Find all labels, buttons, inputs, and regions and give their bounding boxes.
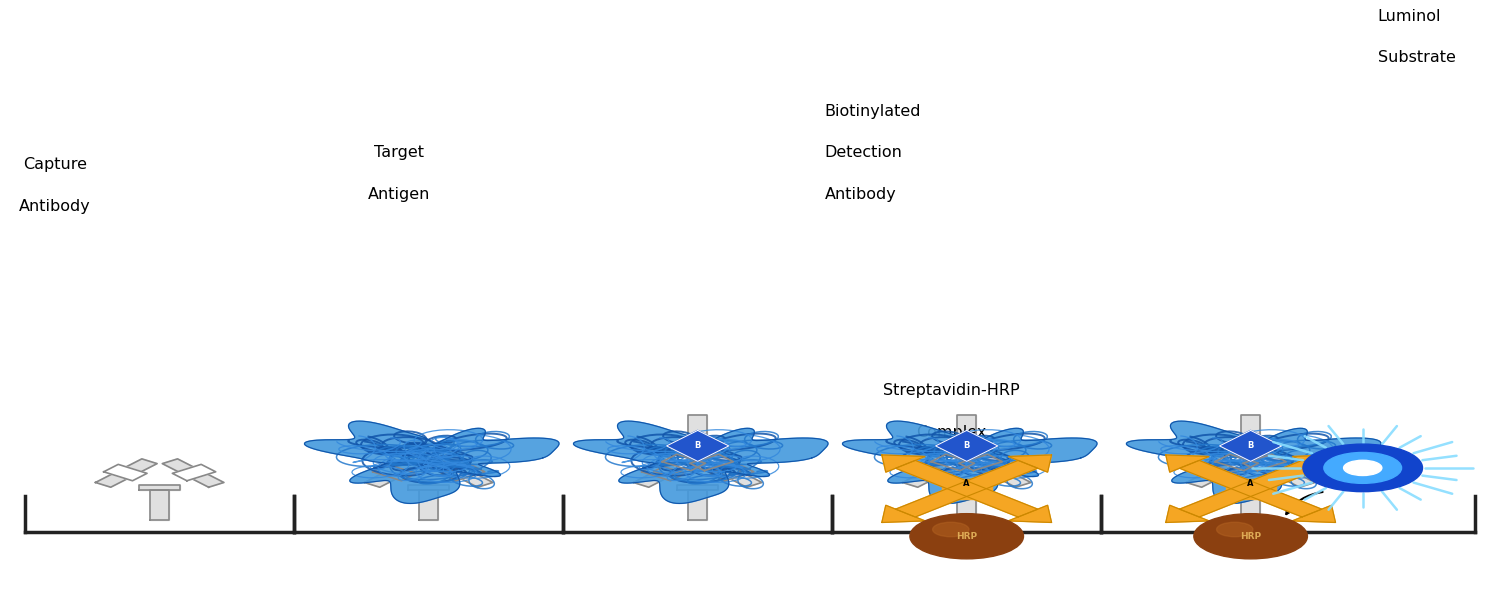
Polygon shape	[1179, 460, 1322, 517]
Polygon shape	[896, 460, 1038, 517]
Circle shape	[1216, 522, 1252, 537]
Polygon shape	[654, 448, 716, 476]
Polygon shape	[910, 464, 954, 481]
Circle shape	[1344, 460, 1382, 476]
Polygon shape	[96, 459, 158, 487]
Polygon shape	[882, 505, 926, 523]
Polygon shape	[700, 459, 762, 487]
Polygon shape	[1126, 421, 1382, 503]
Polygon shape	[1166, 455, 1209, 472]
Polygon shape	[1179, 460, 1322, 517]
Polygon shape	[957, 490, 976, 520]
Polygon shape	[304, 421, 560, 503]
Text: B: B	[1248, 442, 1254, 451]
Polygon shape	[882, 455, 926, 472]
Polygon shape	[372, 464, 416, 481]
Polygon shape	[1293, 505, 1335, 523]
Polygon shape	[1215, 454, 1258, 470]
Polygon shape	[419, 490, 438, 520]
Polygon shape	[1263, 464, 1306, 481]
Polygon shape	[1008, 505, 1052, 523]
Text: Biotinylated: Biotinylated	[825, 104, 921, 119]
Polygon shape	[1220, 430, 1281, 461]
Polygon shape	[958, 454, 1002, 470]
Polygon shape	[172, 464, 216, 481]
Circle shape	[1324, 452, 1401, 484]
Polygon shape	[1293, 455, 1335, 472]
Circle shape	[910, 514, 1023, 559]
Text: HRP: HRP	[956, 532, 978, 541]
Polygon shape	[662, 454, 705, 470]
Polygon shape	[1240, 490, 1260, 520]
Text: Capture: Capture	[22, 157, 87, 172]
Polygon shape	[1240, 415, 1260, 445]
Text: Antibody: Antibody	[825, 187, 897, 202]
Polygon shape	[1230, 445, 1270, 450]
Polygon shape	[843, 421, 1096, 503]
Polygon shape	[104, 464, 147, 481]
Polygon shape	[408, 485, 448, 490]
Polygon shape	[1226, 479, 1275, 499]
Polygon shape	[957, 415, 976, 445]
Polygon shape	[936, 430, 998, 461]
Polygon shape	[364, 459, 426, 487]
Polygon shape	[950, 448, 1011, 476]
Text: Complex: Complex	[916, 425, 987, 440]
Circle shape	[1304, 444, 1422, 491]
Polygon shape	[666, 430, 729, 461]
Polygon shape	[432, 459, 494, 487]
Polygon shape	[946, 445, 987, 450]
Polygon shape	[1230, 485, 1270, 490]
Text: A: A	[1248, 479, 1254, 488]
Polygon shape	[441, 464, 485, 481]
Polygon shape	[573, 421, 828, 503]
Polygon shape	[711, 464, 753, 481]
Polygon shape	[633, 459, 694, 487]
Polygon shape	[1194, 464, 1237, 481]
Text: A: A	[963, 479, 970, 488]
Polygon shape	[1244, 454, 1286, 470]
Polygon shape	[140, 485, 180, 490]
Polygon shape	[678, 485, 718, 490]
Text: Luminol: Luminol	[1377, 9, 1442, 24]
Text: HRP: HRP	[1240, 532, 1262, 541]
Polygon shape	[1186, 459, 1248, 487]
Polygon shape	[980, 464, 1023, 481]
Polygon shape	[1233, 448, 1294, 476]
Polygon shape	[642, 464, 686, 481]
Text: B: B	[1248, 515, 1254, 524]
Text: Streptavidin-HRP: Streptavidin-HRP	[884, 383, 1020, 398]
Polygon shape	[969, 459, 1030, 487]
Polygon shape	[688, 490, 708, 520]
Polygon shape	[1008, 455, 1052, 472]
Polygon shape	[903, 459, 964, 487]
Text: Target: Target	[374, 145, 424, 160]
Circle shape	[933, 522, 969, 537]
Polygon shape	[690, 454, 734, 470]
Text: Antigen: Antigen	[368, 187, 430, 202]
Polygon shape	[688, 415, 708, 445]
Polygon shape	[1252, 459, 1316, 487]
Text: Antibody: Antibody	[20, 199, 92, 214]
Polygon shape	[942, 479, 992, 499]
Polygon shape	[896, 460, 1038, 517]
Polygon shape	[150, 490, 170, 520]
Polygon shape	[680, 448, 741, 476]
Polygon shape	[678, 445, 718, 450]
Text: Substrate: Substrate	[1377, 50, 1455, 65]
Text: B: B	[694, 442, 700, 451]
Polygon shape	[162, 459, 224, 487]
Polygon shape	[932, 454, 975, 470]
Polygon shape	[1208, 448, 1269, 476]
Circle shape	[1194, 514, 1308, 559]
Polygon shape	[946, 485, 987, 490]
Text: Detection: Detection	[825, 145, 903, 160]
Polygon shape	[922, 448, 984, 476]
Text: B: B	[964, 515, 969, 524]
Polygon shape	[1166, 505, 1209, 523]
Text: B: B	[963, 442, 970, 451]
